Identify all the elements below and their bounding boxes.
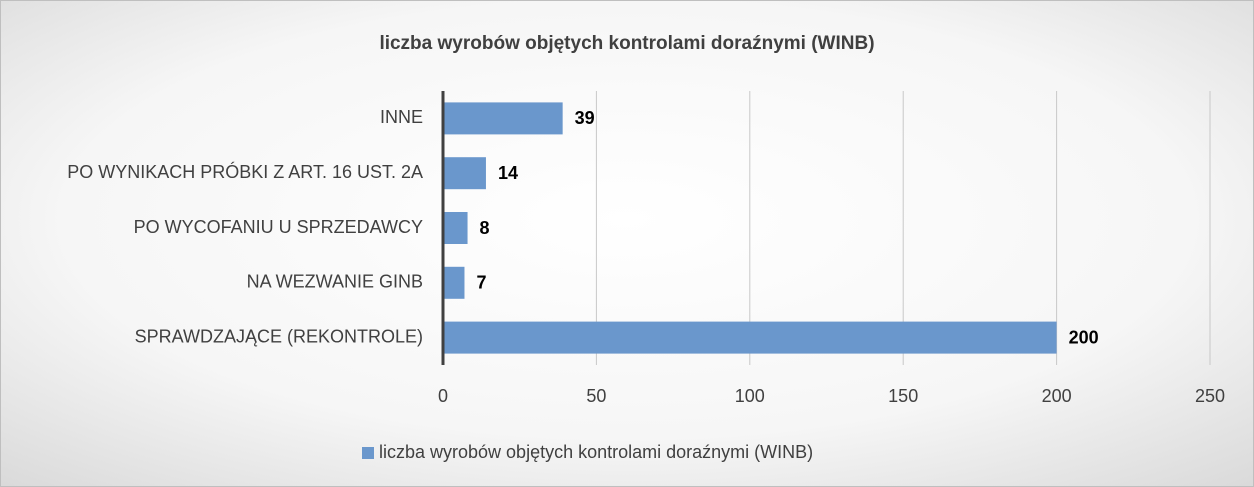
data-label: 200 xyxy=(1069,327,1099,347)
x-tick-label: 50 xyxy=(586,386,606,406)
bar xyxy=(443,266,465,299)
chart-title: liczba wyrobów objętych kontrolami doraź… xyxy=(379,33,874,54)
data-label: 39 xyxy=(575,108,595,128)
y-tick-label: INNE xyxy=(380,107,423,127)
y-tick-label: PO WYCOFANIU U SPRZEDAWCY xyxy=(134,217,423,237)
x-tick-label: 100 xyxy=(735,386,765,406)
legend-label: liczba wyrobów objętych kontrolami doraź… xyxy=(379,442,813,462)
bar xyxy=(443,157,486,190)
legend-swatch xyxy=(362,447,374,459)
y-tick-label: NA WEZWANIE GINB xyxy=(247,272,423,292)
x-tick-label: 200 xyxy=(1042,386,1072,406)
y-tick-label: SPRAWDZAJĄCE (REKONTROLE) xyxy=(135,326,423,346)
x-tick-label: 250 xyxy=(1195,386,1225,406)
data-label: 7 xyxy=(476,273,486,293)
x-tick-label: 0 xyxy=(438,386,448,406)
bar xyxy=(443,212,468,244)
data-label: 14 xyxy=(498,163,518,183)
bar xyxy=(443,102,563,135)
x-tick-label: 150 xyxy=(888,386,918,406)
bar xyxy=(443,321,1057,354)
y-tick-label: PO WYNIKACH PRÓBKI Z ART. 16 UST. 2A xyxy=(67,161,423,182)
data-label: 8 xyxy=(480,218,490,238)
